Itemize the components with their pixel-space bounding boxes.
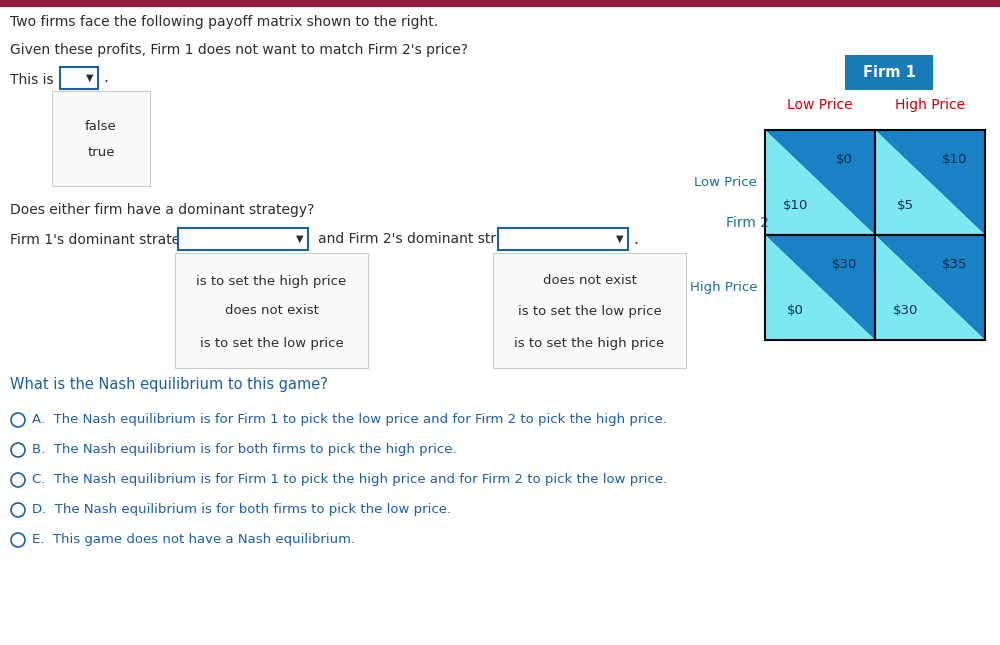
Text: Does either firm have a dominant strategy?: Does either firm have a dominant strateg… — [10, 203, 314, 217]
Text: Firm 1: Firm 1 — [863, 65, 915, 80]
Polygon shape — [875, 235, 985, 340]
FancyBboxPatch shape — [845, 55, 933, 90]
Text: Firm 2: Firm 2 — [726, 216, 768, 230]
Polygon shape — [875, 130, 985, 235]
Text: ▼: ▼ — [616, 234, 624, 244]
Polygon shape — [875, 235, 985, 340]
Text: C.  The Nash equilibrium is for Firm 1 to pick the high price and for Firm 2 to : C. The Nash equilibrium is for Firm 1 to… — [32, 473, 667, 486]
Text: Given these profits, Firm 1 does not want to match Firm 2's price?: Given these profits, Firm 1 does not wan… — [10, 43, 468, 57]
Text: E.  This game does not have a Nash equilibrium.: E. This game does not have a Nash equili… — [32, 533, 355, 546]
FancyBboxPatch shape — [178, 228, 308, 250]
Text: $30: $30 — [893, 304, 918, 317]
FancyBboxPatch shape — [0, 0, 1000, 7]
Text: ▼: ▼ — [296, 234, 304, 244]
FancyBboxPatch shape — [493, 253, 686, 368]
Text: $10: $10 — [942, 153, 967, 166]
Text: $10: $10 — [783, 199, 808, 212]
Text: Two firms face the following payoff matrix shown to the right.: Two firms face the following payoff matr… — [10, 15, 438, 29]
Text: This is: This is — [10, 73, 54, 87]
FancyBboxPatch shape — [498, 228, 628, 250]
Text: A.  The Nash equilibrium is for Firm 1 to pick the low price and for Firm 2 to p: A. The Nash equilibrium is for Firm 1 to… — [32, 413, 667, 426]
FancyBboxPatch shape — [60, 67, 98, 89]
Text: $0: $0 — [836, 153, 853, 166]
Text: .: . — [103, 70, 108, 86]
Text: does not exist: does not exist — [543, 275, 636, 288]
Text: Firm 1's dominant strategy: Firm 1's dominant strategy — [10, 233, 197, 247]
Text: is to set the high price: is to set the high price — [514, 337, 665, 350]
Text: High Price: High Price — [690, 281, 757, 294]
Text: D.  The Nash equilibrium is for both firms to pick the low price.: D. The Nash equilibrium is for both firm… — [32, 504, 451, 517]
FancyBboxPatch shape — [175, 253, 368, 368]
Text: and Firm 2's dominant strategy: and Firm 2's dominant strategy — [318, 232, 536, 246]
Polygon shape — [765, 235, 875, 340]
Text: is to set the low price: is to set the low price — [518, 304, 661, 317]
Text: B.  The Nash equilibrium is for both firms to pick the high price.: B. The Nash equilibrium is for both firm… — [32, 444, 457, 457]
Text: $5: $5 — [897, 199, 914, 212]
Polygon shape — [765, 130, 875, 235]
Text: Low Price: Low Price — [787, 98, 853, 112]
Text: ▼: ▼ — [86, 73, 94, 83]
Text: .: . — [633, 232, 638, 246]
Text: $0: $0 — [787, 304, 804, 317]
Text: is to set the low price: is to set the low price — [200, 337, 343, 350]
Text: $30: $30 — [832, 258, 857, 271]
Text: true: true — [87, 146, 115, 159]
Text: $35: $35 — [941, 258, 967, 271]
Text: Low Price: Low Price — [694, 176, 757, 189]
Text: High Price: High Price — [895, 98, 965, 112]
Polygon shape — [765, 235, 875, 340]
Polygon shape — [875, 130, 985, 235]
Text: false: false — [85, 119, 117, 132]
Text: What is the Nash equilibrium to this game?: What is the Nash equilibrium to this gam… — [10, 377, 328, 393]
FancyBboxPatch shape — [52, 91, 150, 186]
Text: is to set the high price: is to set the high price — [196, 275, 347, 288]
Polygon shape — [765, 130, 875, 235]
Text: does not exist: does not exist — [225, 304, 318, 317]
